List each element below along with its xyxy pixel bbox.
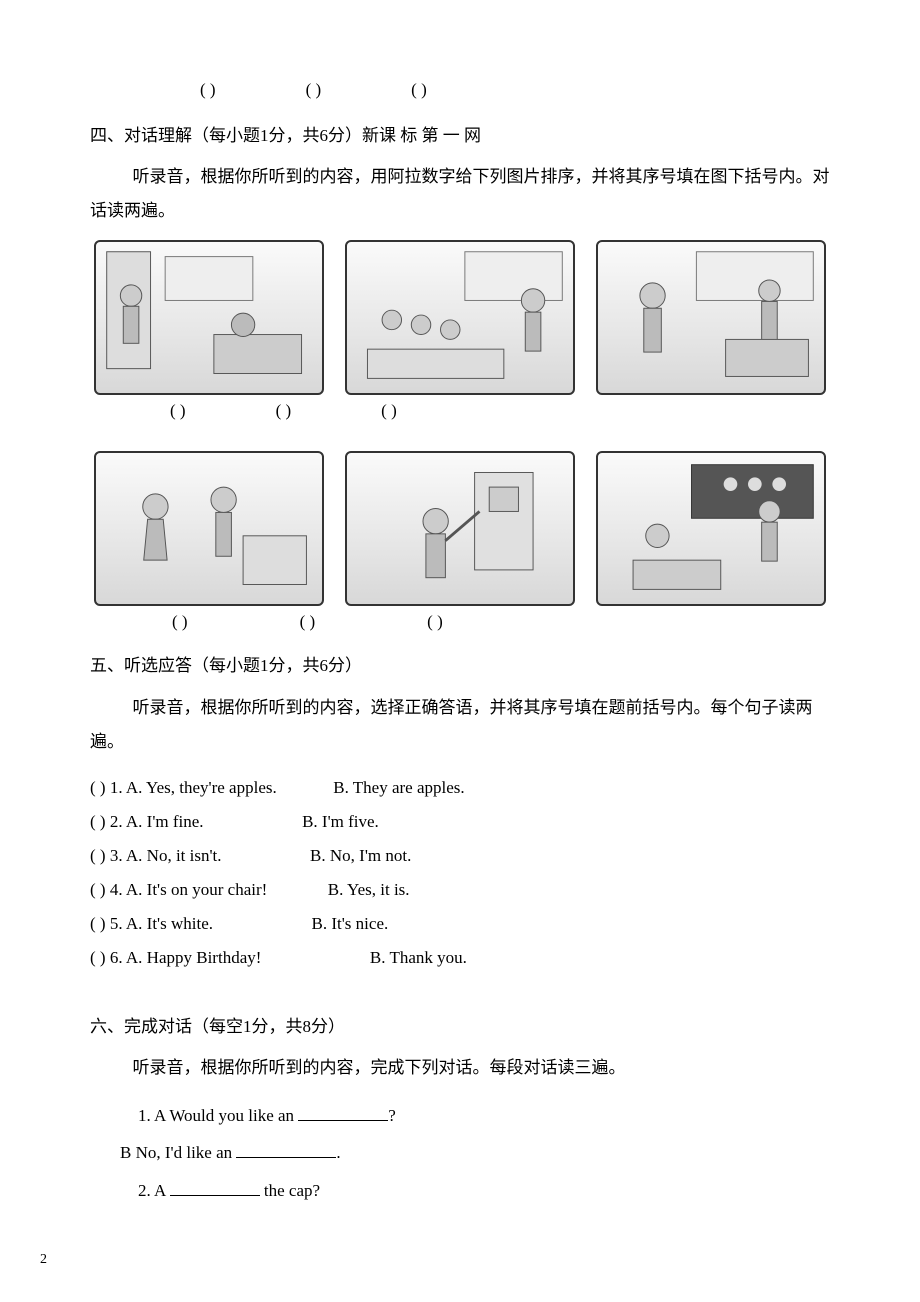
scene-icon <box>347 453 573 604</box>
classroom-scene-4 <box>94 451 324 606</box>
q-prefix[interactable]: ( ) 1. A. <box>90 778 146 797</box>
q-option-a: Yes, they're apples. <box>146 778 277 797</box>
q-option-a: It's on your chair! <box>147 880 268 899</box>
scene-icon <box>347 242 573 393</box>
q-option-b-label: B. <box>370 948 390 967</box>
bracket-slot[interactable]: ( ) <box>411 80 427 100</box>
scene-icon <box>96 453 322 604</box>
section5-instruction: 听录音，根据你所听到的内容，选择正确答语，并将其序号填在题前括号内。每个句子读两… <box>90 691 830 759</box>
scene-icon <box>598 242 824 393</box>
q-prefix[interactable]: ( ) 3. A. <box>90 846 147 865</box>
q-prefix[interactable]: ( ) 2. A. <box>90 812 147 831</box>
q-option-b-label: B. <box>310 846 330 865</box>
section4-brackets-row-2: ( ) ( ) ( ) <box>90 612 830 632</box>
fill-text-after: ? <box>388 1106 396 1125</box>
section6-line-1: 1. A Would you like an ? <box>90 1097 830 1134</box>
section4-brackets-row-1: ( ) ( ) ( ) <box>90 401 830 421</box>
q-prefix[interactable]: ( ) 5. A. <box>90 914 147 933</box>
q-option-a: Happy Birthday! <box>147 948 262 967</box>
fill-text-before: 2. A <box>138 1181 170 1200</box>
page-container: ( ) ( ) ( ) 四、对话理解（每小题1分，共6分）新课 标 第 一 网 … <box>0 0 920 1302</box>
section5-item-3: ( ) 3. A. No, it isn't. B. No, I'm not. <box>90 839 830 873</box>
fill-blank[interactable] <box>236 1141 336 1158</box>
fill-text-after: the cap? <box>260 1181 320 1200</box>
section4-title: 四、对话理解（每小题1分，共6分）新课 标 第 一 网 <box>90 120 830 152</box>
fill-blank[interactable] <box>298 1104 388 1121</box>
section4-image-row-2 <box>90 451 830 606</box>
section5-item-2: ( ) 2. A. I'm fine. B. I'm five. <box>90 805 830 839</box>
classroom-scene-6 <box>596 451 826 606</box>
section6-line-2: B No, I'd like an . <box>90 1134 830 1171</box>
q-option-b: Yes, it is. <box>347 880 410 899</box>
q-option-b-label: B. <box>302 812 322 831</box>
q-prefix[interactable]: ( ) 6. A. <box>90 948 147 967</box>
section5-item-1: ( ) 1. A. Yes, they're apples. B. They a… <box>90 771 830 805</box>
bracket-slot[interactable]: ( ) <box>427 612 443 632</box>
classroom-scene-5 <box>345 451 575 606</box>
q-option-a: No, it isn't. <box>147 846 222 865</box>
bracket-slot[interactable]: ( ) <box>276 401 292 421</box>
section5-item-6: ( ) 6. A. Happy Birthday! B. Thank you. <box>90 941 830 975</box>
bracket-slot[interactable]: ( ) <box>306 80 322 100</box>
bracket-slot[interactable]: ( ) <box>381 401 397 421</box>
section5-item-4: ( ) 4. A. It's on your chair! B. Yes, it… <box>90 873 830 907</box>
bracket-slot[interactable]: ( ) <box>172 612 188 632</box>
top-bracket-row: ( ) ( ) ( ) <box>90 80 830 100</box>
classroom-scene-3 <box>596 240 826 395</box>
classroom-scene-1 <box>94 240 324 395</box>
q-option-b: It's nice. <box>331 914 388 933</box>
bracket-slot[interactable]: ( ) <box>300 612 316 632</box>
section5-title: 五、听选应答（每小题1分，共6分） <box>90 650 830 682</box>
scene-icon <box>598 453 824 604</box>
section6-instruction: 听录音，根据你所听到的内容，完成下列对话。每段对话读三遍。 <box>90 1051 830 1085</box>
section5-item-5: ( ) 5. A. It's white. B. It's nice. <box>90 907 830 941</box>
q-option-b-label: B. <box>328 880 347 899</box>
q-option-b: They are apples. <box>353 778 465 797</box>
q-option-a: It's white. <box>147 914 213 933</box>
section6-title: 六、完成对话（每空1分，共8分） <box>90 1011 830 1043</box>
fill-text-after: . <box>336 1143 340 1162</box>
fill-text-before: 1. A Would you like an <box>138 1106 298 1125</box>
q-option-b-label: B. <box>333 778 353 797</box>
bracket-slot[interactable]: ( ) <box>200 80 216 100</box>
fill-blank[interactable] <box>170 1179 260 1196</box>
section6-line-3: 2. A the cap? <box>90 1172 830 1209</box>
q-option-b: Thank you. <box>389 948 466 967</box>
page-number: 2 <box>40 1252 47 1268</box>
q-option-a: I'm fine. <box>147 812 204 831</box>
q-option-b: No, I'm not. <box>330 846 411 865</box>
fill-text-before: B No, I'd like an <box>120 1143 236 1162</box>
q-option-b: I'm five. <box>322 812 379 831</box>
section4-instruction: 听录音，根据你所听到的内容，用阿拉数字给下列图片排序，并将其序号填在图下括号内。… <box>90 160 830 228</box>
section4-image-row-1 <box>90 240 830 395</box>
q-prefix[interactable]: ( ) 4. A. <box>90 880 147 899</box>
q-option-b-label: B. <box>312 914 332 933</box>
bracket-slot[interactable]: ( ) <box>170 401 186 421</box>
scene-icon <box>96 242 322 393</box>
classroom-scene-2 <box>345 240 575 395</box>
